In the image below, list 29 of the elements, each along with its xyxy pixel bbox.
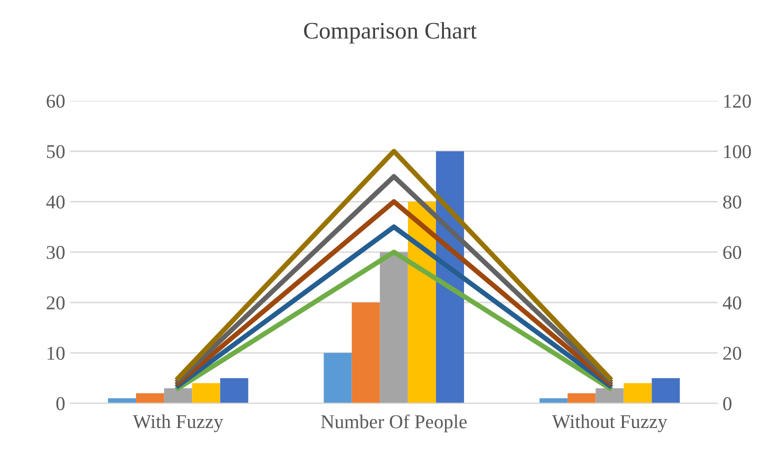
bar [352, 302, 380, 404]
y-tick-label: 0 [56, 397, 65, 410]
x-tick-label: Number Of People [321, 414, 467, 432]
y2-tick-label: 60 [723, 246, 742, 260]
y-tick-label: 40 [46, 195, 65, 209]
y-tick-label: 10 [48, 346, 65, 360]
y2-tick-label: 80 [723, 195, 742, 209]
y2-tick-label: 100 [724, 145, 751, 158]
x-tick-label: With Fuzzy [132, 414, 224, 432]
bar [596, 388, 624, 404]
y2-tick-label: 20 [723, 346, 742, 360]
x-tick-label: Without Fuzzy [552, 414, 668, 432]
chart-title: Comparison Chart [304, 22, 477, 44]
y2-tick-label: 40 [722, 296, 742, 310]
bar [652, 378, 680, 404]
bar [568, 393, 596, 404]
bar [164, 388, 192, 404]
bar [624, 383, 652, 404]
y-tick-label: 30 [46, 246, 65, 260]
y2-tick-label: 120 [724, 94, 751, 108]
bar [192, 383, 220, 404]
y-tick-label: 50 [47, 145, 65, 158]
bar [324, 352, 352, 404]
bar [220, 378, 248, 404]
y2-tick-label: 0 [723, 397, 732, 410]
bar [380, 252, 408, 404]
y-tick-label: 20 [46, 296, 65, 310]
y-tick-label: 60 [46, 94, 65, 108]
bar [136, 393, 164, 404]
